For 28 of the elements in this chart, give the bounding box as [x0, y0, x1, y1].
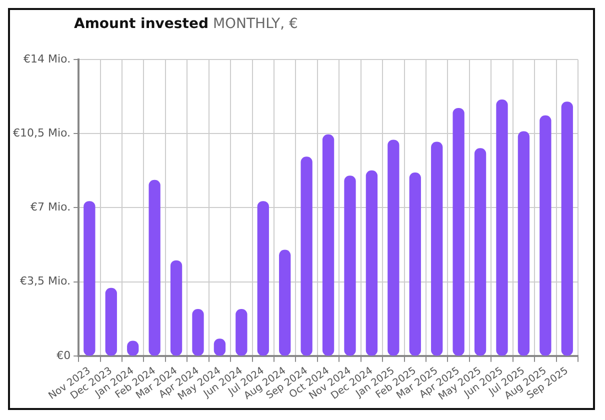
bar: [388, 140, 400, 356]
y-tick-label: €10,5 Mio.: [12, 126, 71, 140]
y-tick-label: €14 Mio.: [23, 52, 71, 66]
bar: [496, 99, 508, 356]
bar: [257, 201, 269, 356]
chart-title: Amount invested: [74, 16, 208, 32]
bar: [344, 176, 356, 356]
bar: [322, 134, 334, 356]
bar: [540, 115, 552, 356]
bar: [105, 288, 117, 356]
chart-subtitle: MONTHLY, €: [212, 16, 298, 32]
bar: [170, 260, 182, 356]
bar: [366, 170, 378, 356]
y-tick-label: €3,5 Mio.: [20, 274, 71, 288]
bar: [236, 309, 248, 356]
bar: [452, 108, 464, 356]
bar: [192, 309, 204, 356]
bar: [409, 172, 421, 356]
bar: [518, 131, 530, 356]
bar: [84, 201, 96, 356]
bar: [561, 102, 573, 356]
bar: [279, 250, 291, 356]
y-tick-label: €7 Mio.: [30, 200, 71, 214]
bar: [431, 142, 443, 356]
bar: [300, 156, 312, 356]
y-tick-label: €0: [56, 348, 71, 362]
bar: [474, 148, 486, 356]
bar: [148, 180, 160, 356]
